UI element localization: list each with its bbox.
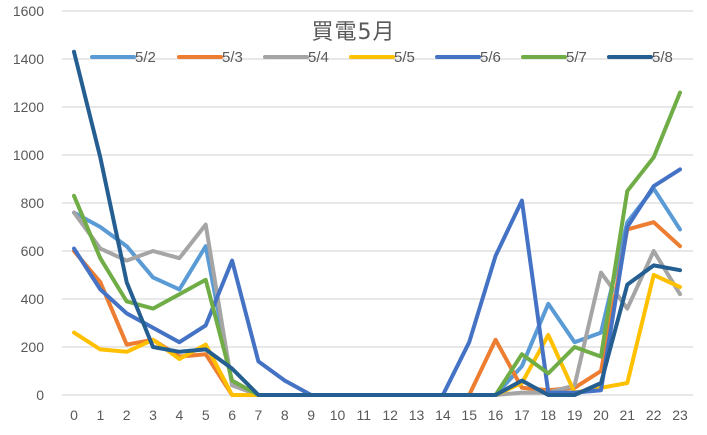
x-tick-label: 12 <box>382 407 398 423</box>
y-tick-label: 1200 <box>13 99 44 115</box>
legend: 5/2 5/3 5/4 5/5 5/6 5/7 5/8 <box>90 49 673 66</box>
x-tick-label: 19 <box>567 407 583 423</box>
x-tick-label: 7 <box>255 407 263 423</box>
y-tick-label: 0 <box>36 387 44 403</box>
y-tick-label: 1000 <box>13 147 44 163</box>
x-tick-label: 15 <box>461 407 477 423</box>
legend-item: 5/2 <box>90 49 156 66</box>
legend-label: 5/2 <box>135 49 156 66</box>
legend-item: 5/7 <box>521 49 587 66</box>
legend-label: 5/8 <box>652 49 673 66</box>
x-tick-label: 13 <box>409 407 425 423</box>
legend-label: 5/3 <box>222 49 243 66</box>
x-tick-label: 18 <box>540 407 556 423</box>
chart-title: 買電5月 <box>311 20 396 45</box>
x-tick-label: 5 <box>202 407 210 423</box>
legend-item: 5/8 <box>607 49 673 66</box>
x-tick-label: 9 <box>307 407 315 423</box>
y-tick-label: 600 <box>21 243 45 259</box>
series-lines <box>72 49 682 397</box>
x-tick-label: 21 <box>620 407 636 423</box>
x-tick-label: 3 <box>149 407 157 423</box>
y-tick-label: 1400 <box>13 51 44 67</box>
legend-item: 5/4 <box>263 49 329 66</box>
x-tick-label: 1 <box>96 407 104 423</box>
series-line-5-8 <box>72 49 682 397</box>
legend-label: 5/7 <box>566 49 587 66</box>
legend-label: 5/4 <box>308 49 329 66</box>
x-tick-label: 17 <box>514 407 530 423</box>
x-tick-label: 20 <box>593 407 609 423</box>
x-tick-label: 11 <box>357 407 372 423</box>
x-tick-label: 14 <box>435 407 451 423</box>
legend-label: 5/6 <box>480 49 501 66</box>
x-tick-label: 0 <box>70 407 78 423</box>
x-tick-label: 10 <box>330 407 346 423</box>
legend-item: 5/3 <box>177 49 243 66</box>
x-tick-label: 16 <box>488 407 504 423</box>
series-line-5-2 <box>72 186 682 397</box>
legend-label: 5/5 <box>394 49 415 66</box>
x-tick-label: 2 <box>123 407 131 423</box>
y-tick-label: 1600 <box>13 3 44 19</box>
x-tick-label: 22 <box>646 407 662 423</box>
x-tick-label: 23 <box>672 407 688 423</box>
y-axis: 0 200 400 600 800 1000 1200 1400 1600 <box>13 3 44 403</box>
gridlines <box>62 10 693 396</box>
legend-item: 5/5 <box>349 49 415 66</box>
x-tick-label: 8 <box>281 407 289 423</box>
x-tick-label: 6 <box>228 407 236 423</box>
y-tick-label: 200 <box>21 339 45 355</box>
y-tick-label: 800 <box>21 195 45 211</box>
y-tick-label: 400 <box>21 291 45 307</box>
series-line-5-3 <box>72 220 682 397</box>
x-axis: 0 1 2 3 4 5 6 7 8 9 10 11 12 13 14 15 16 17 18 19 20 21 22 23 <box>70 407 688 423</box>
x-tick-label: 4 <box>175 407 183 423</box>
legend-item: 5/6 <box>435 49 501 66</box>
